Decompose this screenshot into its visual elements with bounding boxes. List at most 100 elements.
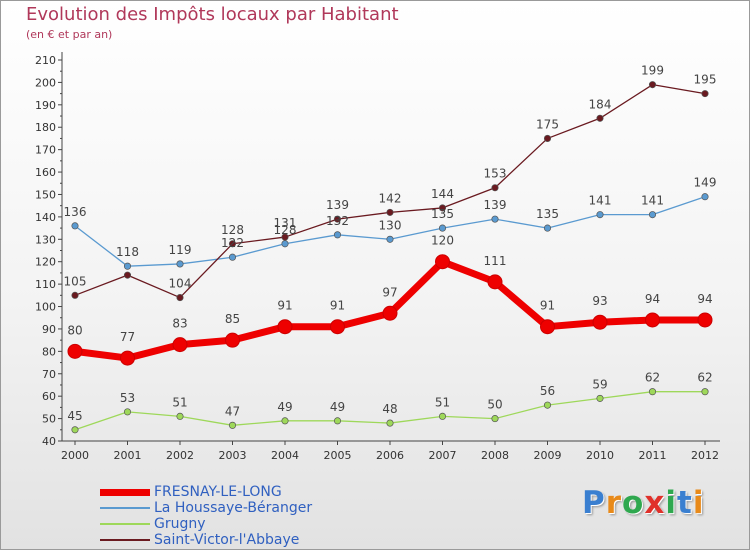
data-point-grugny <box>701 388 709 396</box>
data-point-fresnay-le-long <box>487 274 503 290</box>
data-label-saint-victor-l-abbaye: 139 <box>326 198 349 212</box>
logo-letter: i <box>692 485 705 521</box>
data-label-saint-victor-l-abbaye: 175 <box>536 117 559 131</box>
data-label-fresnay-le-long: 93 <box>592 294 607 308</box>
data-label-grugny: 49 <box>330 400 345 414</box>
x-tick-label: 2000 <box>61 449 89 462</box>
data-label-grugny: 47 <box>225 404 240 418</box>
data-point-grugny <box>648 388 657 396</box>
logo-letter: r <box>605 485 623 521</box>
legend-swatch <box>100 523 150 525</box>
x-tick-label: 2006 <box>376 449 404 462</box>
data-label-saint-victor-l-abbaye: 195 <box>694 73 717 87</box>
data-label-grugny: 59 <box>592 377 607 391</box>
data-label-la-houssaye-b-ranger: 119 <box>169 243 192 257</box>
y-tick-label: 170 <box>35 144 56 157</box>
data-label-grugny: 48 <box>382 402 397 416</box>
data-point-saint-victor-l-abbaye <box>281 233 289 241</box>
legend-label: Grugny <box>154 516 206 532</box>
data-point-la-houssaye-b-ranger <box>438 224 447 232</box>
data-point-fresnay-le-long <box>382 305 398 321</box>
y-tick-label: 180 <box>35 121 56 134</box>
y-tick-label: 60 <box>42 390 56 403</box>
data-point-la-houssaye-b-ranger <box>491 215 499 223</box>
data-label-fresnay-le-long: 83 <box>172 317 187 331</box>
data-point-la-houssaye-b-ranger <box>596 211 604 219</box>
x-tick-label: 2009 <box>534 449 562 462</box>
data-point-fresnay-le-long <box>172 337 188 353</box>
data-point-fresnay-le-long <box>277 319 293 335</box>
data-point-fresnay-le-long <box>330 319 345 335</box>
data-point-la-houssaye-b-ranger <box>281 240 289 248</box>
data-label-fresnay-le-long: 94 <box>697 292 712 306</box>
legend-label: FRESNAY-LE-LONG <box>154 484 282 500</box>
y-tick-label: 200 <box>35 76 56 89</box>
y-tick-label: 210 <box>35 54 56 67</box>
data-point-la-houssaye-b-ranger <box>333 231 342 239</box>
data-point-saint-victor-l-abbaye <box>648 81 657 89</box>
data-label-fresnay-le-long: 91 <box>330 299 345 313</box>
data-point-saint-victor-l-abbaye <box>386 208 394 216</box>
data-label-la-houssaye-b-ranger: 135 <box>431 207 454 221</box>
data-label-la-houssaye-b-ranger: 118 <box>116 245 139 259</box>
data-label-saint-victor-l-abbaye: 144 <box>431 187 454 201</box>
data-label-fresnay-le-long: 77 <box>120 330 135 344</box>
data-point-grugny <box>123 408 132 416</box>
data-label-saint-victor-l-abbaye: 105 <box>64 274 87 288</box>
legend-swatch <box>100 539 150 541</box>
data-point-saint-victor-l-abbaye <box>491 184 499 192</box>
y-tick-label: 80 <box>42 345 56 358</box>
data-label-saint-victor-l-abbaye: 153 <box>484 167 507 181</box>
logo-letter: P <box>582 485 606 521</box>
x-tick-label: 2012 <box>691 449 719 462</box>
data-point-la-houssaye-b-ranger <box>123 262 132 270</box>
logo-letter: o <box>622 485 645 521</box>
data-label-saint-victor-l-abbaye: 104 <box>169 277 192 291</box>
data-point-fresnay-le-long <box>540 319 555 335</box>
data-point-saint-victor-l-abbaye <box>228 240 237 248</box>
y-tick-label: 160 <box>35 166 56 179</box>
data-label-la-houssaye-b-ranger: 139 <box>484 198 507 212</box>
data-label-grugny: 49 <box>277 400 292 414</box>
data-label-la-houssaye-b-ranger: 141 <box>641 194 664 208</box>
data-label-fresnay-le-long: 80 <box>67 323 82 337</box>
data-point-la-houssaye-b-ranger <box>648 211 657 219</box>
logo-letter: i <box>665 485 677 521</box>
y-tick-label: 40 <box>42 435 56 448</box>
proxiti-logo: Proxiti <box>582 485 704 521</box>
data-point-fresnay-le-long <box>120 350 135 366</box>
data-point-grugny <box>491 415 499 423</box>
legend-swatch <box>100 507 150 509</box>
x-tick-label: 2011 <box>639 449 667 462</box>
data-point-fresnay-le-long <box>67 343 83 359</box>
data-label-la-houssaye-b-ranger: 149 <box>694 176 717 190</box>
data-point-saint-victor-l-abbaye <box>438 204 447 212</box>
data-label-grugny: 56 <box>540 384 555 398</box>
y-tick-label: 140 <box>35 211 56 224</box>
data-point-grugny <box>543 401 552 409</box>
y-tick-label: 50 <box>42 413 56 426</box>
data-label-fresnay-le-long: 85 <box>225 312 240 326</box>
data-point-la-houssaye-b-ranger <box>176 260 184 268</box>
data-point-la-houssaye-b-ranger <box>701 193 709 201</box>
data-point-grugny <box>228 421 237 429</box>
x-tick-label: 2005 <box>324 449 352 462</box>
x-tick-label: 2002 <box>166 449 194 462</box>
data-point-grugny <box>438 412 447 420</box>
data-label-fresnay-le-long: 94 <box>645 292 660 306</box>
data-label-grugny: 53 <box>120 391 135 405</box>
logo-letter: x <box>644 485 666 521</box>
data-label-fresnay-le-long: 91 <box>540 299 555 313</box>
data-label-grugny: 51 <box>172 395 187 409</box>
data-point-fresnay-le-long <box>435 254 450 270</box>
x-tick-label: 2003 <box>219 449 247 462</box>
y-tick-label: 150 <box>35 188 56 201</box>
data-point-fresnay-le-long <box>645 312 660 328</box>
data-label-grugny: 62 <box>645 371 660 385</box>
data-point-grugny <box>596 394 604 402</box>
data-label-grugny: 62 <box>697 371 712 385</box>
data-label-saint-victor-l-abbaye: 131 <box>274 216 297 230</box>
data-point-la-houssaye-b-ranger <box>228 253 237 261</box>
data-label-la-houssaye-b-ranger: 135 <box>536 207 559 221</box>
data-point-grugny <box>333 417 342 425</box>
